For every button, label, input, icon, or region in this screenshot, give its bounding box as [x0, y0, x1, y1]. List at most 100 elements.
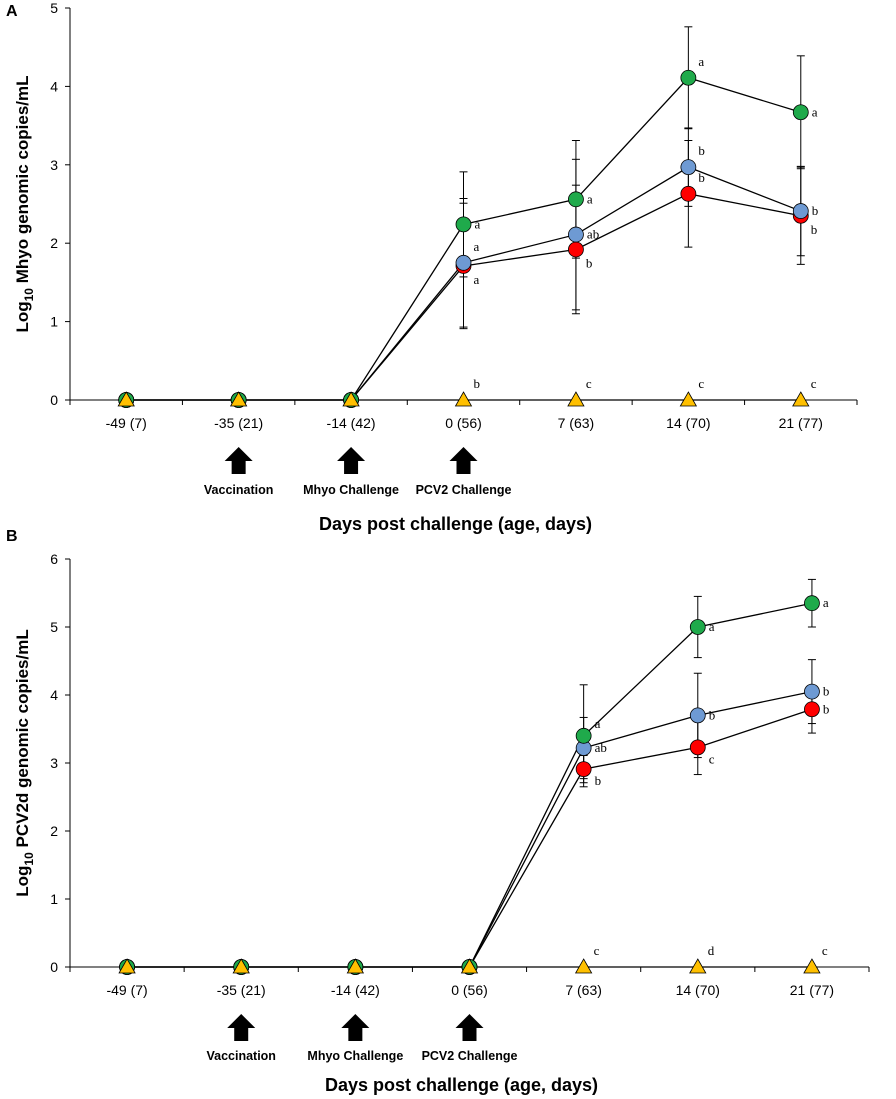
data-point-yellow [118, 958, 136, 974]
significance-letter: b [595, 773, 602, 788]
y-tick-label: 4 [50, 687, 58, 703]
significance-letter: ab [595, 740, 607, 755]
significance-letter: c [698, 376, 704, 391]
x-tick-label: 14 (70) [676, 982, 720, 998]
x-tick-label: -49 (7) [106, 415, 147, 431]
data-point-green [792, 104, 809, 121]
data-point-yellow [460, 958, 479, 974]
y-tick-label: 1 [50, 314, 58, 330]
panel-label: B [6, 528, 18, 545]
significance-letter: b [698, 143, 705, 158]
data-point-yellow [689, 958, 707, 974]
event-label-vaccination: Vaccination [204, 483, 273, 497]
data-point-red [680, 185, 697, 202]
data-point-red [575, 761, 592, 778]
data-point-yellow [679, 391, 698, 407]
x-tick-label: 21 (77) [779, 415, 823, 431]
significance-letter: a [587, 191, 593, 206]
x-tick-label: -35 (21) [214, 415, 263, 431]
significance-letter: c [594, 943, 600, 958]
significance-letter: c [822, 943, 828, 958]
y-tick-label: 0 [50, 392, 58, 408]
data-point-green [680, 69, 697, 86]
significance-letter: d [708, 943, 715, 958]
event-label-mhyo-challenge: Mhyo Challenge [303, 483, 399, 497]
up-arrow-icon [337, 447, 366, 474]
significance-letter: a [812, 104, 818, 119]
data-point-blue [689, 707, 706, 724]
y-tick-label: 4 [50, 78, 58, 94]
data-point-yellow [803, 958, 821, 974]
y-axis-label: Log10 Mhyo genomic copies/mL [13, 75, 36, 332]
y-axis-label: Log10 PCV2d genomic copies/mL [13, 629, 36, 896]
significance-letter: c [586, 376, 592, 391]
data-point-green [455, 216, 472, 233]
x-axis-label: Days post challenge (age, days) [325, 1075, 598, 1095]
x-tick-label: -14 (42) [331, 982, 380, 998]
chart-panel-a: A 0 1 2 3 4 5 -49 (7) -35 (21) -14 (42) 0 (56) 7 (6… [6, 0, 858, 534]
chart-panel-b: B 0 1 2 3 4 5 6 -49 (7) -35 (21) -14 (42) 0 (56) 7 (… [6, 528, 870, 1095]
y-tick-label: 5 [50, 0, 58, 16]
significance-letter: b [823, 684, 830, 699]
y-tick-label: 5 [50, 619, 58, 635]
significance-letter: a [698, 54, 704, 69]
data-point-green [804, 595, 820, 612]
up-arrow-icon [455, 1014, 484, 1041]
data-point-blue [792, 203, 809, 219]
y-tick-label: 2 [50, 235, 58, 251]
data-point-red [804, 701, 820, 718]
data-point-yellow [346, 958, 365, 974]
data-point-red [568, 241, 584, 258]
event-label-pcv2-challenge: PCV2 Challenge [416, 483, 512, 497]
significance-letter: a [474, 239, 480, 254]
significance-letter: b [812, 203, 819, 218]
significance-letter: ab [587, 227, 599, 242]
data-point-yellow [342, 391, 360, 407]
significance-letter: b [811, 222, 818, 237]
y-tick-label: 3 [50, 755, 58, 771]
x-tick-label: -14 (42) [327, 415, 376, 431]
y-tick-label: 1 [50, 891, 58, 907]
x-tick-label: 7 (63) [565, 982, 602, 998]
data-point-red [689, 739, 706, 756]
series-line-blue [127, 690, 813, 968]
up-arrow-icon [341, 1014, 370, 1041]
up-arrow-icon [227, 1014, 256, 1041]
data-point-yellow [792, 391, 810, 407]
data-point-green [568, 191, 584, 208]
data-point-blue [804, 683, 820, 700]
significance-letter: a [823, 595, 829, 610]
y-tick-label: 2 [50, 823, 58, 839]
x-tick-label: 7 (63) [558, 415, 595, 431]
significance-letter: a [595, 716, 601, 731]
event-label-vaccination: Vaccination [206, 1049, 275, 1063]
x-tick-label: -35 (21) [217, 982, 266, 998]
significance-letter: a [475, 216, 481, 231]
up-arrow-icon [449, 447, 478, 474]
significance-letter: c [709, 751, 715, 766]
up-arrow-icon [224, 447, 253, 474]
x-axis-label: Days post challenge (age, days) [319, 514, 592, 534]
significance-letter: a [709, 619, 715, 634]
data-point-green [689, 619, 706, 635]
data-point-blue [568, 226, 584, 243]
panel-label: A [6, 3, 18, 20]
y-tick-label: 0 [50, 959, 58, 975]
data-point-blue [455, 254, 472, 271]
x-tick-label: 0 (56) [451, 982, 488, 998]
event-label-pcv2-challenge: PCV2 Challenge [422, 1049, 518, 1063]
significance-letter: b [698, 170, 705, 185]
data-point-blue [680, 159, 697, 176]
series-line-green [127, 602, 813, 968]
event-label-mhyo-challenge: Mhyo Challenge [307, 1049, 403, 1063]
x-tick-label: -49 (7) [106, 982, 147, 998]
data-point-green [575, 727, 592, 744]
significance-letter: b [586, 255, 593, 270]
data-point-yellow [454, 391, 473, 407]
series-line-red [127, 708, 813, 968]
y-tick-label: 3 [50, 157, 58, 173]
data-point-yellow [574, 958, 593, 974]
x-tick-label: 21 (77) [790, 982, 834, 998]
significance-letter: a [474, 272, 480, 287]
